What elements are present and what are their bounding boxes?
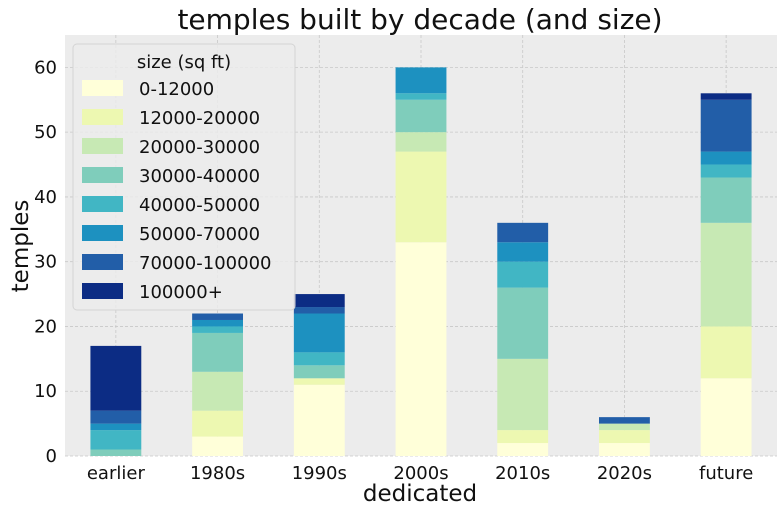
y-tick-label: 20 (34, 316, 57, 337)
bar-segment (599, 417, 650, 424)
bar-segment (700, 99, 752, 152)
legend-entry-label: 0-12000 (139, 79, 214, 100)
bar-segment (90, 430, 142, 450)
x-axis-label: dedicated (363, 481, 477, 507)
bar-segment (395, 242, 447, 456)
y-axis-ticks: 0 10 20 30 40 50 60 (34, 57, 57, 467)
bar-segment (395, 132, 447, 152)
legend-entry-label: 100000+ (139, 282, 223, 303)
bar-segment (192, 332, 243, 372)
chart-title: temples built by decade (and size) (177, 3, 662, 36)
legend-swatch (82, 225, 123, 241)
legend-entry-label: 12000-20000 (139, 108, 260, 129)
bar-segment (700, 378, 752, 456)
y-tick-label: 50 (34, 122, 57, 143)
x-tick-label: 1980s (190, 463, 245, 484)
x-tick-label: 1990s (292, 463, 347, 484)
bar-segment (395, 67, 447, 94)
bars (90, 67, 752, 456)
bar-segment (192, 371, 243, 411)
bar-segment (192, 410, 243, 437)
bar-segment (497, 287, 549, 359)
bar-segment (395, 93, 447, 100)
legend-entry-label: 50000-70000 (139, 224, 260, 245)
legend-entry-label: 40000-50000 (139, 195, 260, 216)
legend-entry-label: 30000-40000 (139, 166, 260, 187)
legend-entries: 0-12000 12000-20000 20000-30000 30000-40000… (82, 79, 271, 303)
bar-segment (700, 222, 752, 327)
bar-segment (293, 384, 345, 456)
bar-segment (497, 443, 549, 456)
bar-segment (293, 294, 345, 308)
bar-segment (293, 352, 345, 366)
x-tick-label: 2010s (495, 463, 550, 484)
legend-swatch (82, 80, 123, 96)
legend-swatch (82, 283, 123, 299)
legend-entry-label: 20000-30000 (139, 137, 260, 158)
bar-segment (395, 99, 447, 133)
bar-segment (599, 443, 650, 456)
bar-segment (90, 449, 142, 456)
bar-segment (395, 151, 447, 243)
legend-box (72, 43, 296, 311)
bar-segment (497, 358, 549, 431)
bar-segment (497, 242, 549, 262)
y-tick-label: 30 (34, 252, 57, 273)
bar-segment (497, 430, 549, 444)
y-tick-label: 0 (46, 446, 57, 467)
bar-segment (192, 313, 243, 320)
bar-segment (599, 423, 650, 431)
bar-segment (192, 326, 243, 333)
x-tick-label: earlier (87, 463, 146, 484)
bar-segment (90, 410, 142, 424)
y-tick-label: 40 (34, 187, 57, 208)
bar-segment (293, 365, 345, 379)
legend-swatch (82, 109, 123, 125)
bar-segment (293, 378, 345, 385)
legend: size (sq ft) 0-12000 12000-20000 20000-300… (72, 43, 296, 311)
bar-segment (700, 151, 752, 165)
bar-segment (90, 423, 142, 431)
bar-segment (192, 436, 243, 456)
legend-entry-label: 70000-100000 (139, 253, 271, 274)
bar-segment (700, 326, 752, 379)
x-tick-label: 2020s (597, 463, 652, 484)
x-axis-ticks: earlier 1980s 1990s 2000s 2010s 2020s future (87, 463, 753, 484)
bar-segment (599, 430, 650, 444)
legend-swatch (82, 138, 123, 154)
bar-segment (293, 313, 345, 353)
legend-swatch (82, 254, 123, 270)
bar-segment (700, 164, 752, 178)
x-tick-label: future (699, 463, 753, 484)
x-tick-label: 2000s (393, 463, 448, 484)
bar-segment (497, 222, 549, 243)
bar-segment (293, 307, 345, 314)
bar-segment (90, 345, 142, 411)
y-tick-label: 60 (34, 57, 57, 78)
bar-segment (700, 177, 752, 223)
y-tick-label: 10 (34, 381, 57, 402)
legend-swatch (82, 196, 123, 212)
legend-swatch (82, 167, 123, 183)
bar-segment (497, 261, 549, 288)
bar-segment (700, 93, 752, 100)
legend-title: size (sq ft) (137, 52, 231, 73)
y-axis-label: temples (8, 200, 34, 293)
bar-segment (192, 319, 243, 327)
